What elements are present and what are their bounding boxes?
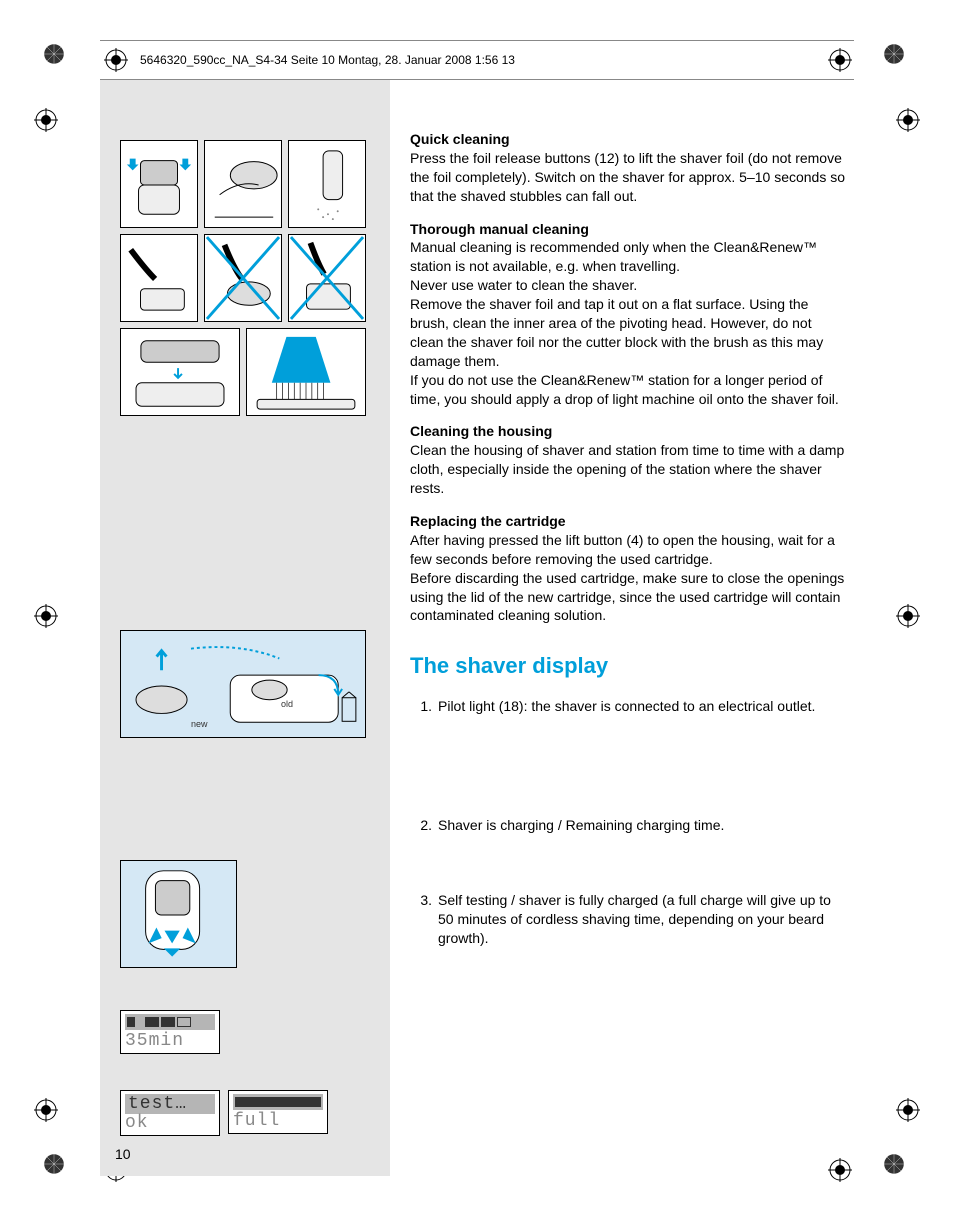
heading-housing: Cleaning the housing [410,422,846,441]
header-text: 5646320_590cc_NA_S4-34 Seite 10 Montag, … [140,53,515,67]
registration-mark [880,40,908,68]
diagram-no-brush-cutter [288,234,366,322]
diagram-shake [288,140,366,228]
diagram-brush-inside [246,328,366,416]
item-number: 1. [410,697,432,716]
registration-mark [40,40,68,68]
lcd-selftest: test… ok [120,1090,220,1136]
page-content: new old [100,80,860,1180]
heading-quick-cleaning: Quick cleaning [410,130,846,149]
item-number: 3. [410,891,432,948]
heading-cartridge: Replacing the cartridge [410,512,846,531]
crosshair-icon [896,1098,920,1122]
item-text: Self testing / shaver is fully charged (… [438,891,846,948]
crosshair-icon [34,108,58,132]
item-text: Pilot light (18): the shaver is connecte… [438,697,815,716]
heading-thorough: Thorough manual cleaning [410,220,846,239]
body-quick-cleaning: Press the foil release buttons (12) to l… [410,149,846,206]
crosshair-icon [34,604,58,628]
lcd-test-result: ok [125,1114,215,1132]
diagram-tap-foil [204,140,282,228]
registration-mark [880,1150,908,1178]
item-number: 2. [410,816,432,835]
item-text: Shaver is charging / Remaining charging … [438,816,724,835]
lcd-full-label: full [233,1112,323,1130]
cartridge-new-label: new [191,719,208,729]
heading-shaver-display: The shaver display [410,651,846,681]
diagram-remove-cutter [120,328,240,416]
diagram-brush-head [120,234,198,322]
lcd-full: full [228,1090,328,1134]
sidebar-grey: new old [100,80,390,1176]
cartridge-old-label: old [281,699,293,709]
lcd-charge-time: 35min [125,1032,215,1050]
display-item-3: 3. Self testing / shaver is fully charge… [410,891,846,948]
body-cartridge: After having pressed the lift button (4)… [410,531,846,625]
crosshair-icon [896,604,920,628]
display-item-2: 2. Shaver is charging / Remaining chargi… [410,816,846,835]
display-item-1: 1. Pilot light (18): the shaver is conne… [410,697,846,716]
crosshair-icon [34,1098,58,1122]
lcd-test-label: test… [125,1094,215,1114]
text-column: Quick cleaning Press the foil release bu… [410,130,846,958]
crosshair-icon [896,108,920,132]
lcd-battery-partial-icon [125,1014,215,1030]
diagram-no-brush-foil [204,234,282,322]
page-number: 10 [115,1146,131,1162]
print-header: 5646320_590cc_NA_S4-34 Seite 10 Montag, … [100,40,854,80]
diagram-replace-cartridge: new old [120,630,366,738]
body-housing: Clean the housing of shaver and station … [410,441,846,498]
registration-mark [40,1150,68,1178]
body-thorough: Manual cleaning is recommended only when… [410,238,846,408]
lcd-battery-full-icon [233,1094,323,1110]
diagram-pilot-light [120,860,237,968]
lcd-charging: 35min [120,1010,220,1054]
diagram-foil-release [120,140,198,228]
